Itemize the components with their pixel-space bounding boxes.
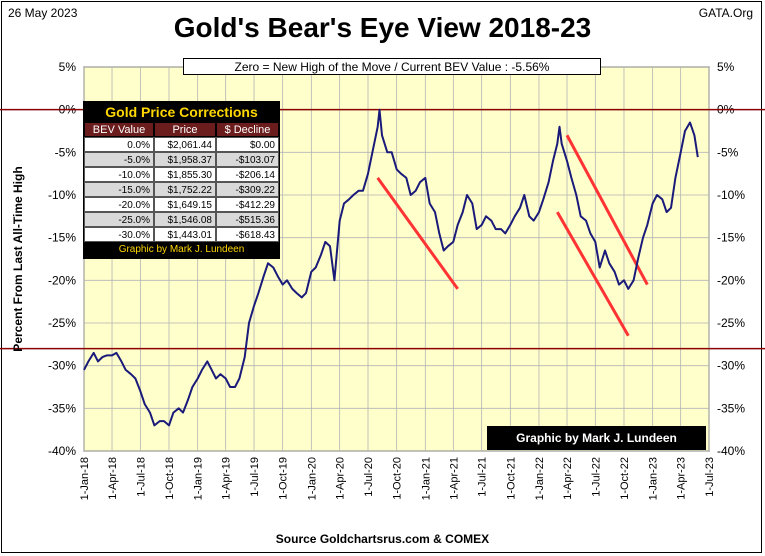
bev-series-line <box>83 108 699 427</box>
table-cell: $1,546.08 <box>154 212 216 227</box>
table-cell: -25.0% <box>84 212 154 227</box>
x-tick-label: 1-Jul-23 <box>704 457 716 497</box>
x-tick-label: 1-Oct-19 <box>278 457 290 500</box>
table-cell: -30.0% <box>84 227 154 242</box>
y-tick-label-left: -20% <box>48 273 76 287</box>
table-cell: $1,958.37 <box>154 152 216 167</box>
x-tick-label: 1-Jan-18 <box>79 457 91 500</box>
table-row: -15.0% $1,752.22 -$309.22 <box>84 182 279 197</box>
x-tick-label: 1-Jul-18 <box>135 457 147 497</box>
table-cell: -10.0% <box>84 167 154 182</box>
x-tick-label: 1-Apr-22 <box>562 457 574 500</box>
corrections-table: Gold Price Corrections BEV Value Price $… <box>83 101 280 259</box>
table-cell: -5.0% <box>84 152 154 167</box>
trend-line <box>556 211 630 337</box>
y-tick-label-right: -25% <box>717 316 745 330</box>
y-tick-label-left: -35% <box>48 401 76 415</box>
table-cell: -$206.14 <box>216 167 279 182</box>
table-cell: -$618.43 <box>216 227 279 242</box>
report-date: 26 May 2023 <box>8 6 78 20</box>
table-cell: -$515.36 <box>216 212 279 227</box>
x-tick-label: 1-Jul-19 <box>249 457 261 497</box>
table-cell: -$103.07 <box>216 152 279 167</box>
table-cell: -15.0% <box>84 182 154 197</box>
table-footer: Graphic by Mark J. Lundeen <box>84 242 279 258</box>
x-tick-label: 1-Jan-20 <box>306 457 318 500</box>
table-cell: $1,855.30 <box>154 167 216 182</box>
y-tick-label-right: 5% <box>717 60 735 74</box>
table-cell: -$309.22 <box>216 182 279 197</box>
x-tick-label: 1-Jan-22 <box>534 457 546 500</box>
trend-line <box>565 134 649 286</box>
x-tick-label: 1-Apr-19 <box>221 457 233 500</box>
table-header-row: BEV Value Price $ Decline <box>84 122 279 137</box>
x-tick-label: 1-Jul-20 <box>363 457 375 497</box>
table-row: -25.0% $1,546.08 -$515.36 <box>84 212 279 227</box>
y-tick-label-right: -40% <box>717 444 745 458</box>
x-tick-label: 1-Apr-23 <box>676 457 688 500</box>
y-tick-label-right: -5% <box>717 145 739 159</box>
table-row: -30.0% $1,443.01 -$618.43 <box>84 227 279 242</box>
graphic-credit: Graphic by Mark J. Lundeen <box>487 426 706 450</box>
table-row: 0.0% $2,061.44 $0.00 <box>84 137 279 152</box>
x-tick-label: 1-Oct-21 <box>505 457 517 500</box>
table-row: -5.0% $1,958.37 -$103.07 <box>84 152 279 167</box>
table-cell: $1,443.01 <box>154 227 216 242</box>
table-cell: $0.00 <box>216 137 279 152</box>
chart-subtitle: Zero = New High of the Move / Current BE… <box>183 58 601 75</box>
y-axis-label: Percent From Last All-Time High <box>11 166 25 351</box>
x-tick-label: 1-Jan-21 <box>420 457 432 500</box>
y-tick-label-right: -35% <box>717 401 745 415</box>
x-tick-label: 1-Apr-18 <box>107 457 119 500</box>
table-cell: -$412.29 <box>216 197 279 212</box>
x-tick-label: 1-Jan-19 <box>193 457 205 500</box>
y-tick-label-right: -20% <box>717 273 745 287</box>
table-cell: $1,649.15 <box>154 197 216 212</box>
y-tick-label-right: -30% <box>717 359 745 373</box>
y-tick-label-left: -30% <box>48 359 76 373</box>
table-title: Gold Price Corrections <box>105 104 258 120</box>
column-header: $ Decline <box>216 122 279 137</box>
source-footer: Source Goldchartsrus.com & COMEX <box>275 532 490 546</box>
table-cell: 0.0% <box>84 137 154 152</box>
y-tick-label-left: -5% <box>55 145 77 159</box>
x-tick-label: 1-Jul-21 <box>477 457 489 497</box>
y-tick-label-left: -40% <box>48 444 76 458</box>
source-tag: GATA.Org <box>698 6 753 20</box>
table-cell: -20.0% <box>84 197 154 212</box>
table-row: -10.0% $1,855.30 -$206.14 <box>84 167 279 182</box>
y-tick-label-left: -25% <box>48 316 76 330</box>
x-tick-label: 1-Apr-21 <box>448 457 460 500</box>
x-tick-label: 1-Oct-18 <box>164 457 176 500</box>
x-tick-label: 1-Apr-20 <box>335 457 347 500</box>
x-tick-label: 1-Oct-22 <box>619 457 631 500</box>
trend-line <box>376 177 459 290</box>
table-cell: $2,061.44 <box>154 137 216 152</box>
x-tick-label: 1-Jan-23 <box>648 457 660 500</box>
y-tick-label-left: 5% <box>59 60 77 74</box>
x-tick-label: 1-Jul-22 <box>590 457 602 497</box>
y-tick-label-right: -10% <box>717 188 745 202</box>
x-tick-label: 1-Oct-20 <box>392 457 404 500</box>
y-tick-label-right: -15% <box>717 231 745 245</box>
chart-title: Gold's Bear's Eye View 2018-23 <box>173 12 592 43</box>
table-cell: $1,752.22 <box>154 182 216 197</box>
y-tick-label-left: -15% <box>48 231 76 245</box>
y-tick-label-left: -10% <box>48 188 76 202</box>
table-row: -20.0% $1,649.15 -$412.29 <box>84 197 279 212</box>
column-header: Price <box>154 122 216 137</box>
column-header: BEV Value <box>84 122 154 137</box>
